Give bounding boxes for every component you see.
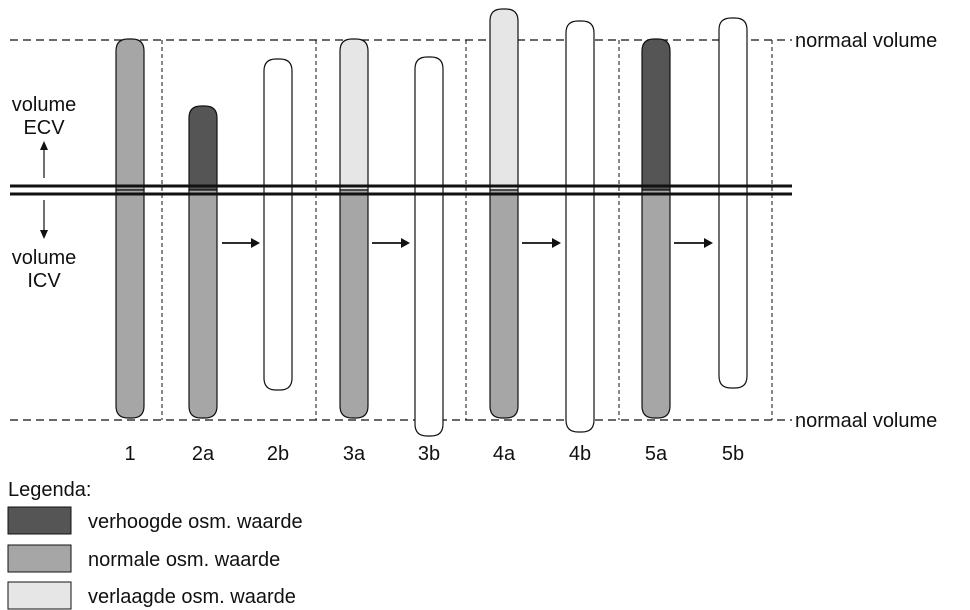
legend-item-normal: normale osm. waarde — [7, 544, 280, 573]
column-label: 4a — [493, 443, 516, 465]
legend-swatch-increased — [7, 506, 72, 535]
column-5a-icv — [641, 189, 671, 419]
column-4b — [565, 20, 595, 433]
column-label: 2b — [267, 443, 289, 465]
column-1-icv — [115, 189, 145, 419]
column-labels: 1 2a 2b 3a 3b 4a 4b 5a 5b — [124, 443, 744, 465]
arrow-down-icon — [40, 200, 48, 239]
legend-swatch-normal — [7, 544, 72, 573]
column-2a-ecv — [188, 105, 218, 191]
column-label: 1 — [124, 443, 135, 465]
transition-arrows — [222, 238, 713, 248]
column-4a — [489, 8, 519, 419]
transition-arrow-icon — [372, 238, 410, 248]
column-label: 2a — [192, 443, 215, 465]
column-3a-ecv — [339, 38, 369, 191]
column-5b — [718, 17, 748, 389]
column-5a — [641, 38, 671, 419]
column-4a-ecv — [489, 8, 519, 191]
legend-item-decreased: verlaagde osm. waarde — [7, 581, 296, 610]
icv-label-line2: ICV — [27, 270, 61, 292]
column-label: 3a — [343, 443, 366, 465]
column-5a-ecv — [641, 38, 671, 191]
column-label: 5a — [645, 443, 668, 465]
ecv-label-line1: volume — [12, 94, 76, 116]
legend-label-decreased: verlaagde osm. waarde — [88, 586, 296, 608]
legend-title: Legenda: — [8, 479, 91, 501]
legend-label-normal: normale osm. waarde — [88, 549, 280, 571]
legend-label-increased: verhoogde osm. waarde — [88, 511, 303, 533]
column-label: 4b — [569, 443, 591, 465]
ecv-label-line2: ECV — [23, 117, 65, 139]
column-3a — [339, 38, 369, 419]
normal-volume-bottom-label: normaal volume — [795, 410, 937, 432]
transition-arrow-icon — [522, 238, 561, 248]
legend-swatch-decreased — [7, 581, 72, 610]
column-3a-icv — [339, 189, 369, 419]
column-label: 3b — [418, 443, 440, 465]
arrow-up-icon — [40, 141, 48, 178]
column-3b — [414, 56, 444, 437]
column-4a-icv — [489, 189, 519, 419]
column-4b-cell — [565, 20, 595, 433]
column-1-ecv — [115, 38, 145, 191]
transition-arrow-icon — [674, 238, 713, 248]
column-5b-cell — [718, 17, 748, 389]
columns-group — [115, 8, 748, 437]
column-2b-cell — [263, 58, 293, 391]
column-2b — [263, 58, 293, 391]
normal-volume-top-label: normaal volume — [795, 30, 937, 52]
column-1 — [115, 38, 145, 419]
icv-label-line1: volume — [12, 247, 76, 269]
transition-arrow-icon — [222, 238, 260, 248]
column-2a-icv — [188, 189, 218, 419]
legend-item-increased: verhoogde osm. waarde — [7, 506, 303, 535]
column-3b-cell — [414, 56, 444, 437]
column-label: 5b — [722, 443, 744, 465]
column-2a — [188, 105, 218, 419]
